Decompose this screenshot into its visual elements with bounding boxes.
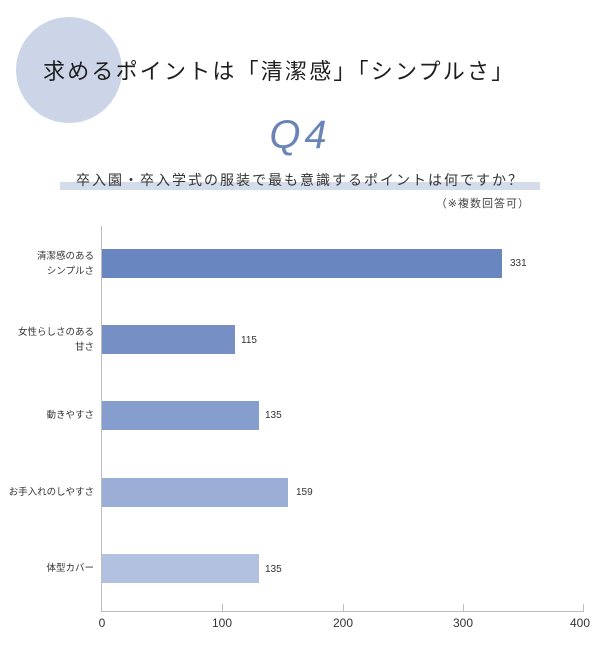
category-label: 体型カバー: [0, 561, 94, 576]
category-label: 動きやすさ: [0, 408, 94, 423]
x-tick: [463, 604, 464, 611]
x-tick-label: 0: [98, 616, 106, 630]
category-label: 女性らしさのある 甘さ: [0, 325, 94, 355]
multiple-answer-note: （※複数回答可）: [435, 197, 530, 210]
category-label-line: シンプルさ: [46, 266, 94, 277]
category-label-line: 動きやすさ: [46, 410, 94, 421]
bar-value-label: 135: [265, 410, 282, 421]
x-axis-line: [101, 611, 584, 612]
bar-cleanliness-simplicity: [102, 249, 502, 278]
bar-easy-care: [102, 478, 288, 507]
x-tick: [343, 604, 344, 611]
category-label-line: 女性らしさのある: [17, 327, 94, 338]
x-tick-label: 400: [569, 616, 591, 630]
x-tick-label: 300: [452, 616, 474, 630]
x-tick-label: 200: [332, 616, 354, 630]
category-label-line: 体型カバー: [46, 563, 94, 574]
y-axis-line: [101, 226, 102, 612]
category-label: 清潔感のある シンプルさ: [0, 249, 94, 279]
bar-value-label: 115: [241, 335, 257, 346]
x-tick: [583, 604, 584, 611]
x-tick-label: 100: [211, 616, 233, 630]
category-label: お手入れのしやすさ: [0, 485, 94, 500]
category-label-line: 清潔感のある: [36, 251, 94, 262]
question-number: Q4: [269, 113, 331, 157]
category-label-line: 甘さ: [74, 342, 94, 353]
headline: 求めるポイントは「清潔感」「シンプルさ」: [43, 60, 516, 85]
bar-value-label: 331: [510, 258, 527, 269]
bar-value-label: 135: [265, 564, 282, 575]
question-highlight-band: [60, 182, 540, 190]
bar-ease-of-movement: [102, 401, 259, 430]
category-label-line: お手入れのしやすさ: [8, 487, 94, 498]
bar-value-label: 159: [296, 487, 313, 498]
x-tick: [222, 604, 223, 611]
question-text: 卒入園・卒入学式の服装で最も意識するポイントは何ですか？: [76, 173, 524, 189]
bar-figure-cover: [102, 554, 259, 583]
decorative-circle: [16, 17, 122, 123]
bar-feminine-sweetness: [102, 325, 235, 354]
